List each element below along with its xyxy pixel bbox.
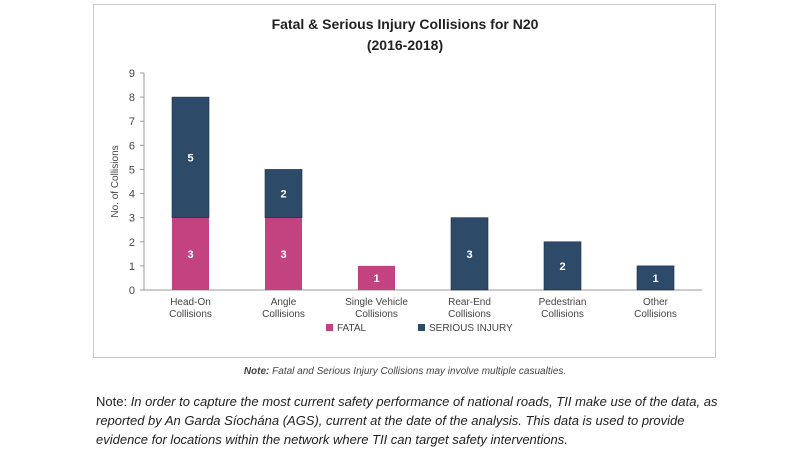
x-tick-label: Collisions [169,309,212,320]
legend-label: SERIOUS INJURY [429,323,513,334]
y-tick-label: 6 [129,140,135,152]
x-tick-label: Pedestrian [539,297,587,308]
caption-label: Note: [243,366,270,377]
caption-text: Fatal and Serious Injury Collisions may … [269,366,567,377]
x-tick-label: Rear-End [448,297,491,308]
x-tick-label: Angle [271,297,297,308]
x-tick-label: Collisions [448,309,491,320]
legend-swatch [326,324,333,331]
legend-label: FATAL [337,323,367,334]
y-tick-label: 4 [129,189,135,201]
x-tick-label: Head-On [170,297,211,308]
bar-segment-serious [636,265,675,291]
bar-data-label: 2 [280,189,286,201]
bar-data-label: 5 [187,152,193,164]
chart-caption: Note: Fatal and Serious Injury Collision… [0,366,810,377]
bar-data-label: 1 [652,273,658,285]
x-tick-label: Collisions [355,309,398,320]
bar-data-label: 3 [280,249,286,261]
bar-segment-serious [171,96,210,218]
x-tick-label: Collisions [634,309,677,320]
x-tick-label: Collisions [262,309,305,320]
y-axis-label: No. of Collisions [110,145,121,217]
x-tick-label: Collisions [541,309,584,320]
bar-segment-serious [264,169,303,218]
chart-frame: Fatal & Serious Injury Collisions for N2… [93,4,716,358]
y-tick-label: 0 [129,285,135,297]
y-tick-label: 8 [129,92,135,104]
bar-segment-fatal [172,217,209,290]
chart-subtitle: (2016-2018) [367,37,443,53]
bar-segment-serious [543,241,582,291]
bar-data-label: 1 [373,273,379,285]
bar-segment-fatal [265,217,302,290]
legend-swatch [418,324,425,331]
x-tick-label: Single Vehicle [345,297,408,308]
x-tick-label: Other [643,297,669,308]
bar-data-label: 3 [187,249,193,261]
note-label: Note: [96,394,131,409]
bar-data-label: 2 [559,261,565,273]
chart-title: Fatal & Serious Injury Collisions for N2… [272,16,539,32]
bar-segment-serious [450,217,489,291]
y-tick-label: 2 [129,237,135,249]
y-tick-label: 5 [129,164,135,176]
y-tick-label: 1 [129,261,135,273]
chart-svg: Fatal & Serious Injury Collisions for N2… [110,16,702,334]
note-paragraph: Note: In order to capture the most curre… [96,392,736,449]
y-tick-label: 9 [129,68,135,80]
y-tick-label: 7 [129,116,135,128]
bar-segment-fatal [358,265,395,290]
bar-data-label: 3 [466,249,472,261]
y-tick-label: 3 [129,213,135,225]
note-text: In order to capture the most current saf… [96,394,718,447]
